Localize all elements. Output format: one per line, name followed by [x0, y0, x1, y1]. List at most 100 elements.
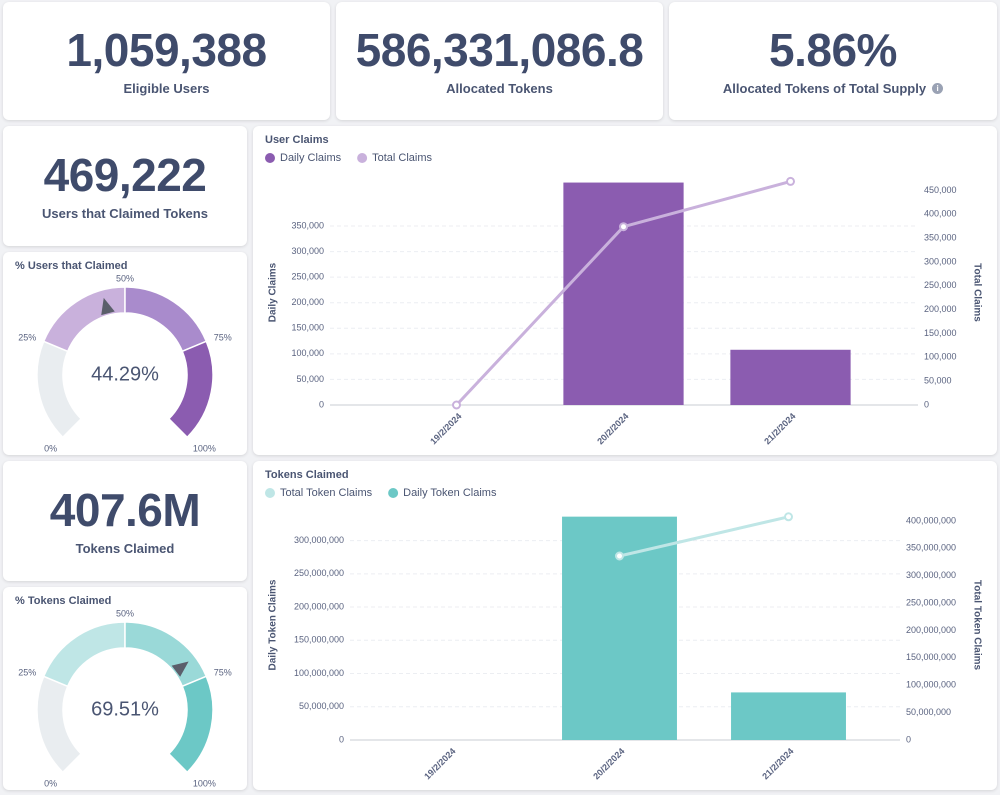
y2-tick-label: 350,000,000	[906, 543, 956, 553]
y-tick-label: 0	[319, 399, 324, 409]
y-tick-label: 50,000	[296, 374, 324, 384]
kpi-card: 469,222 Users that Claimed Tokens	[3, 126, 247, 246]
legend-label: Daily Claims	[280, 152, 342, 164]
kpi-card: 586,331,086.8 Allocated Tokens	[336, 2, 663, 120]
x-tick-label: 21/2/2024	[762, 411, 797, 446]
gauge-tick-label: 50%	[116, 608, 134, 618]
y-tick-label: 100,000,000	[294, 668, 344, 678]
kpi-label-text: Users that Claimed Tokens	[42, 205, 208, 221]
y2-tick-label: 100,000,000	[906, 680, 956, 690]
gauge-card: % Users that Claimed 0% 25% 50% 75% 100% 44.29…	[3, 252, 247, 455]
kpi-value: 5.86%	[769, 23, 897, 76]
y2-tick-label: 200,000	[924, 304, 957, 314]
gauge-tick-label: 25%	[18, 333, 36, 343]
gauge-segment	[124, 621, 208, 688]
y-tick-label: 150,000,000	[294, 635, 344, 645]
y-axis-title: Daily Token Claims	[268, 579, 279, 670]
y2-tick-label: 100,000	[924, 352, 957, 362]
x-tick-label: 20/2/2024	[595, 411, 630, 446]
gauge-needle	[101, 297, 115, 316]
info-icon[interactable]: i	[932, 82, 944, 94]
gauge-tick-label: 75%	[214, 333, 232, 343]
y2-tick-label: 400,000	[924, 209, 957, 219]
kpi-label-text: Tokens Claimed	[75, 540, 175, 556]
kpi-card: 5.86% Allocated Tokens of Total Supply i	[669, 2, 997, 120]
gauge-segment	[42, 286, 126, 353]
gauge-tick-label: 50%	[116, 273, 134, 283]
y-tick-label: 300,000	[291, 246, 324, 256]
kpi-label: Tokens Claimed	[76, 541, 175, 556]
gauge-value: 69.51%	[91, 698, 159, 720]
chart-card: Tokens Claimed Total Token Claims Daily To…	[253, 461, 997, 790]
bar	[562, 516, 677, 740]
gauge-tick-label: 100%	[193, 778, 216, 788]
chart-title: % Tokens Claimed	[15, 595, 111, 607]
y2-tick-label: 0	[906, 734, 911, 744]
gauge-segment	[124, 286, 208, 353]
legend-dot	[265, 488, 275, 498]
bar	[731, 692, 846, 740]
gauge-value: 44.29%	[91, 363, 159, 385]
combo-chart: User Claims Daily Claims Total Claims 0 50,0…	[265, 134, 982, 446]
gauge-card: % Tokens Claimed 0% 25% 50% 75% 100% 69.51%	[3, 587, 247, 790]
bar	[730, 349, 851, 405]
kpi-label: Allocated Tokens	[446, 81, 553, 96]
gauge-segment	[36, 675, 83, 774]
line-point	[619, 222, 628, 232]
gauge-needle	[171, 661, 189, 677]
y-tick-label: 0	[339, 734, 344, 744]
x-tick-label: 19/2/2024	[422, 746, 457, 781]
gauge-segment	[42, 621, 126, 688]
y-tick-label: 250,000	[291, 272, 324, 282]
y2-tick-label: 150,000,000	[906, 652, 956, 662]
gauge-chart: % Users that Claimed 0% 25% 50% 75% 100% 44.29…	[15, 260, 232, 453]
bar	[563, 182, 684, 405]
y-tick-label: 300,000,000	[294, 535, 344, 545]
y2-tick-label: 200,000,000	[906, 625, 956, 635]
legend-dot	[388, 488, 399, 498]
kpi-value: 469,222	[43, 148, 207, 201]
y-tick-label: 100,000	[291, 348, 324, 358]
legend-label: Total Claims	[372, 152, 432, 164]
y-tick-label: 350,000	[291, 220, 324, 230]
y2-axis-title: Total Token Claims	[971, 580, 982, 671]
x-tick-label: 21/2/2024	[760, 746, 795, 781]
y2-tick-label: 400,000,000	[906, 515, 956, 525]
kpi-value: 586,331,086.8	[355, 23, 644, 76]
kpi-label: Allocated Tokens of Total Supply i	[722, 80, 944, 96]
chart-card: User Claims Daily Claims Total Claims 0 50,0…	[253, 126, 997, 455]
y-axis-title: Daily Claims	[268, 262, 279, 322]
y2-tick-label: 300,000,000	[906, 570, 956, 580]
line-point	[615, 551, 624, 561]
legend-label: Total Token Claims	[280, 487, 373, 499]
kpi-card: 407.6M Tokens Claimed	[3, 461, 247, 581]
line-point	[786, 176, 795, 186]
gauge-segment	[36, 340, 83, 439]
gauge-tick-label: 0%	[44, 778, 57, 788]
legend-label: Daily Token Claims	[403, 487, 497, 499]
y2-tick-label: 450,000	[924, 185, 957, 195]
kpi-label: Users that Claimed Tokens	[42, 206, 208, 221]
x-tick-label: 19/2/2024	[428, 411, 463, 446]
combo-chart: Tokens Claimed Total Token Claims Daily To…	[265, 469, 982, 781]
y2-tick-label: 150,000	[924, 328, 957, 338]
y2-tick-label: 300,000	[924, 256, 957, 266]
kpi-label: Eligible Users	[124, 81, 210, 96]
kpi-label-text: Eligible Users	[123, 80, 210, 96]
gauge-chart: % Tokens Claimed 0% 25% 50% 75% 100% 69.51%	[15, 595, 232, 788]
kpi-label-text: Allocated Tokens of Total Supply	[722, 80, 927, 96]
gauge-tick-label: 25%	[18, 668, 36, 678]
y2-tick-label: 350,000	[924, 233, 957, 243]
y2-axis-title: Total Claims	[971, 263, 982, 322]
line-point	[784, 512, 793, 522]
y2-tick-label: 50,000	[924, 376, 952, 386]
gauge-tick-label: 100%	[193, 443, 216, 453]
kpi-card: 1,059,388 Eligible Users	[3, 2, 330, 120]
y-tick-label: 250,000,000	[294, 568, 344, 578]
kpi-value: 407.6M	[49, 483, 201, 536]
legend-dot	[357, 153, 368, 163]
y-tick-label: 200,000	[291, 297, 324, 307]
gauge-tick-label: 0%	[44, 443, 57, 453]
y-tick-label: 50,000,000	[299, 701, 344, 711]
y-tick-label: 150,000	[291, 323, 324, 333]
